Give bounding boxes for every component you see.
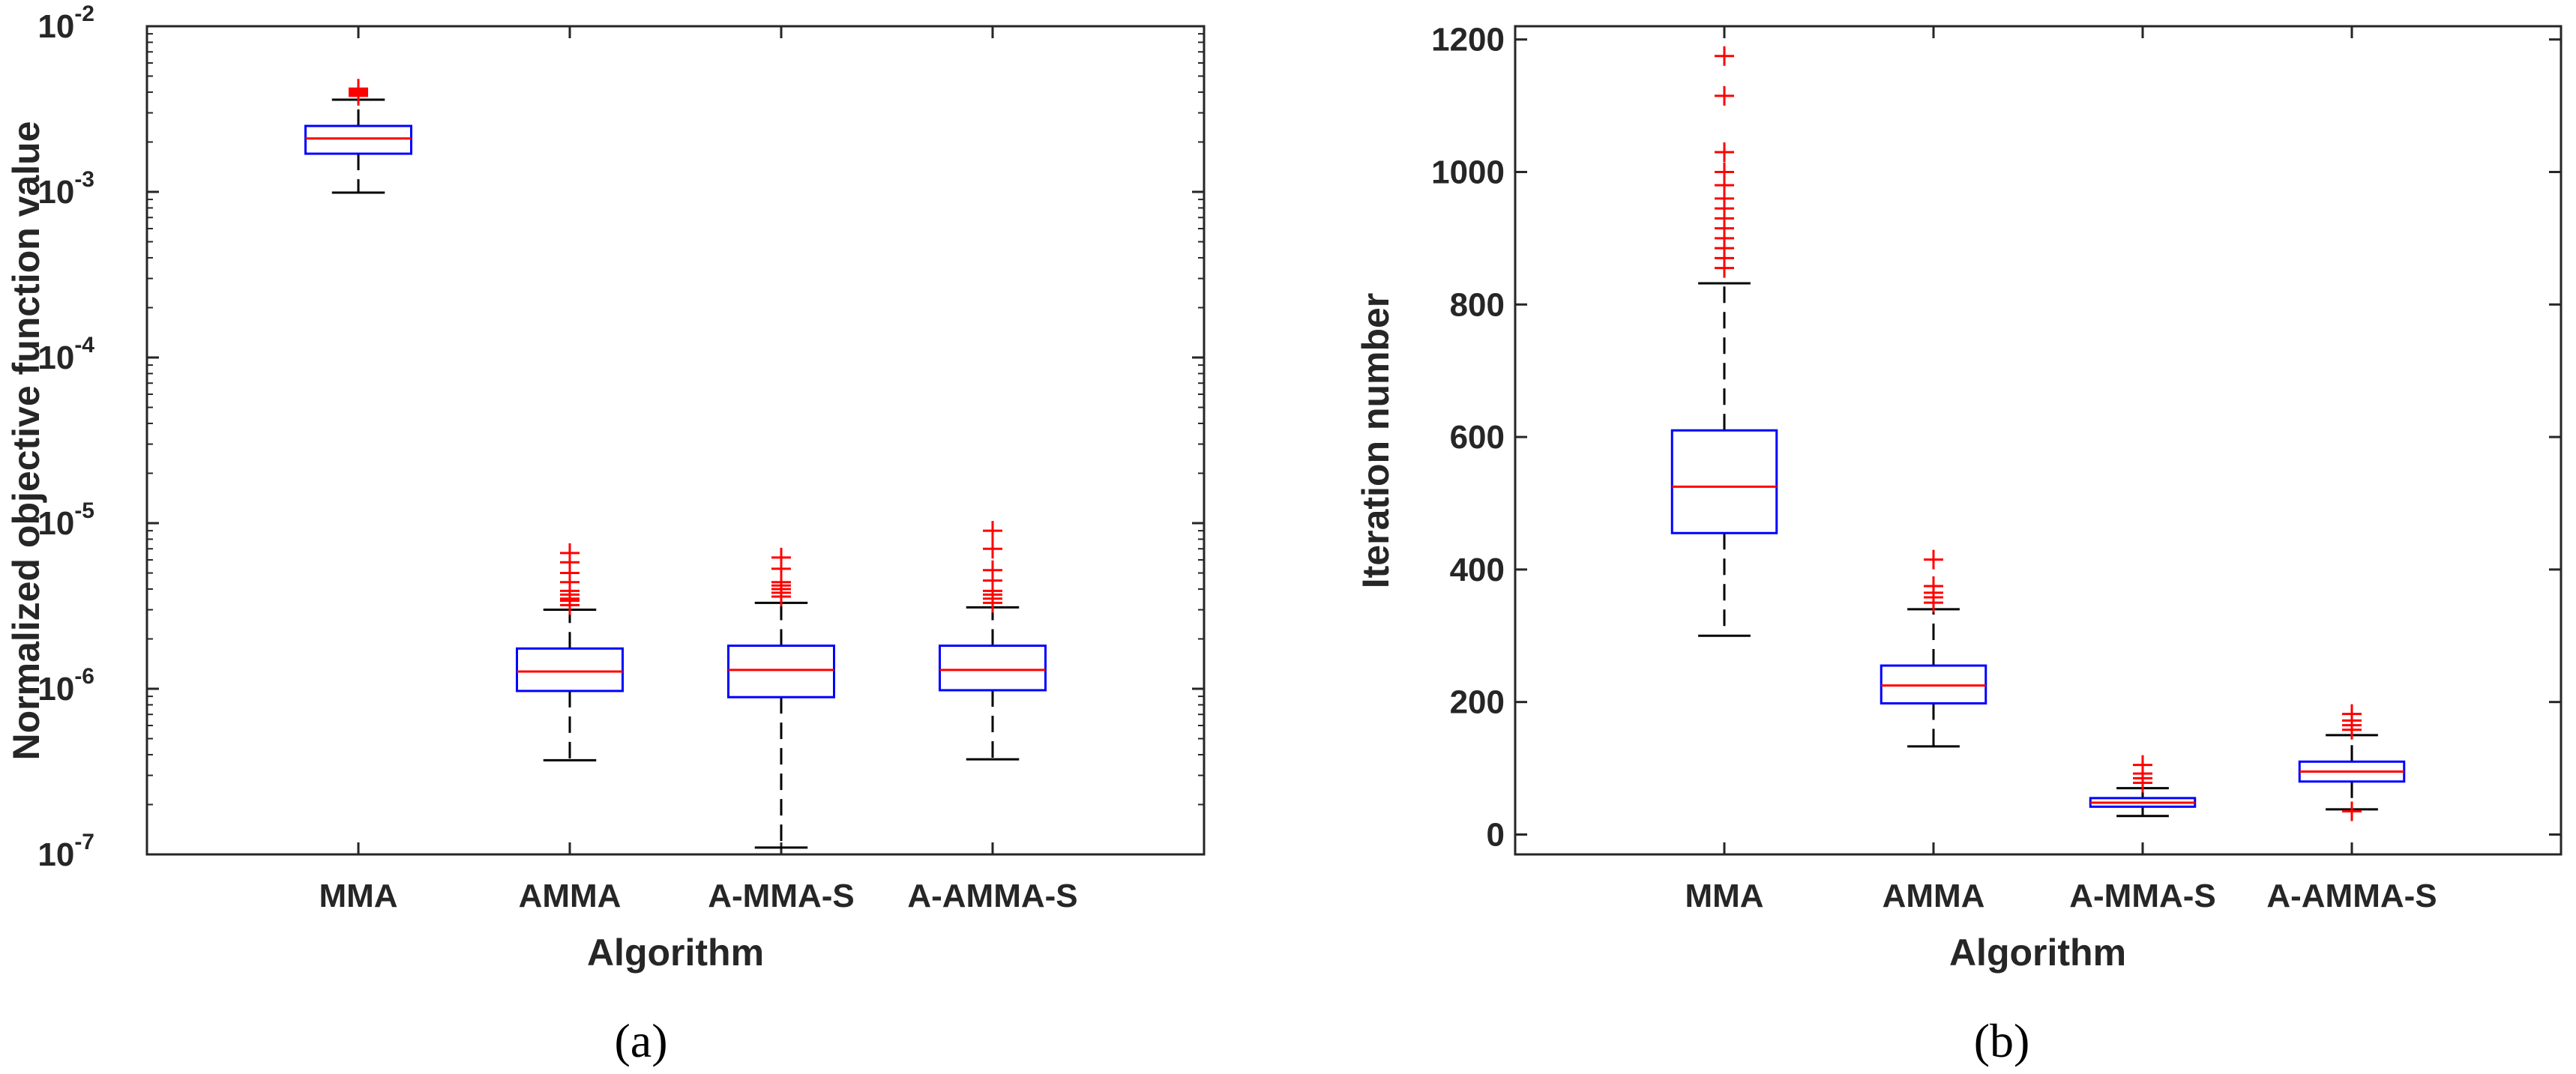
iqr-box <box>727 645 835 699</box>
panel-a-frame <box>145 25 1206 856</box>
iqr-box <box>939 645 1047 692</box>
y-tick-base: 10 <box>37 174 74 211</box>
panel-b-frame <box>1514 25 2563 856</box>
iqr-box <box>1670 429 1778 534</box>
panel-b-ticks: 0 200 400 600 800 1000 1200 MMA AMMA A-MMA-S A-AMM… <box>1431 22 2561 914</box>
panel-b: 0 200 400 600 800 1000 1200 MMA AMMA A-MMA-S A-AMM… <box>1355 22 2563 1067</box>
panel-b-xlabel: Algorithm <box>1949 932 2126 974</box>
panel-b-ylabel: Iteration number <box>1355 293 1397 588</box>
y-tick-label: 10-6 <box>37 664 94 708</box>
outlier-marker <box>1924 549 1943 570</box>
y-tick-label: 10-3 <box>37 167 94 211</box>
y-tick-label: 0 <box>1487 816 1505 853</box>
outlier-marker <box>1924 576 1943 596</box>
outlier-marker <box>349 79 368 99</box>
x-tick-label: AMMA <box>519 878 622 914</box>
y-tick-exponent: -5 <box>74 498 94 523</box>
box-a-amma-s <box>939 521 1047 761</box>
y-tick-label: 400 <box>1450 552 1505 588</box>
y-tick-label: 200 <box>1450 684 1505 721</box>
box-amma <box>516 543 624 761</box>
panel-a-caption: (a) <box>614 1014 667 1067</box>
outlier-marker <box>2133 755 2152 775</box>
outlier-marker <box>983 560 1002 580</box>
y-tick-label: 10-5 <box>37 498 94 542</box>
y-tick-label: 10-7 <box>37 830 94 873</box>
x-tick-label: A-AMMA-S <box>907 878 1077 914</box>
y-tick-exponent: -4 <box>74 333 94 358</box>
y-tick-label: 10-2 <box>37 1 94 45</box>
panel-a-xlabel: Algorithm <box>587 932 764 974</box>
y-tick-label: 600 <box>1450 419 1505 456</box>
box-a-amma-s <box>2298 704 2406 821</box>
x-tick-label: A-MMA-S <box>2069 878 2216 914</box>
box-mma <box>304 79 412 194</box>
box-a-mma-s <box>727 547 835 849</box>
outlier-marker <box>983 521 1002 541</box>
y-tick-label: 10-4 <box>37 333 94 376</box>
y-tick-base: 10 <box>37 671 74 708</box>
y-tick-base: 10 <box>37 836 74 873</box>
iqr-box <box>304 124 412 155</box>
y-tick-exponent: -7 <box>74 830 94 854</box>
y-tick-label: 1000 <box>1431 154 1505 190</box>
outlier-marker <box>983 539 1002 559</box>
outlier-marker <box>1715 162 1734 182</box>
outlier-marker <box>1715 85 1734 106</box>
y-tick-exponent: -3 <box>74 167 94 192</box>
y-tick-label: 1200 <box>1431 22 1505 58</box>
x-tick-label: MMA <box>319 878 397 914</box>
outlier-marker <box>771 547 791 567</box>
outlier-marker <box>560 543 580 563</box>
x-tick-label: AMMA <box>1883 878 1985 914</box>
y-tick-exponent: -2 <box>74 1 94 26</box>
outlier-marker <box>1715 142 1734 162</box>
y-tick-base: 10 <box>37 505 74 542</box>
y-tick-base: 10 <box>37 340 74 376</box>
outlier-marker <box>1715 46 1734 66</box>
panel-b-caption: (b) <box>1974 1014 2030 1067</box>
y-tick-exponent: -6 <box>74 664 94 689</box>
box-a-mma-s <box>2089 755 2197 818</box>
box-mma <box>1670 46 1778 637</box>
box-amma <box>1880 549 1987 748</box>
panel-a-boxes <box>304 79 1047 849</box>
outlier-marker <box>2342 704 2362 724</box>
iqr-box <box>516 647 624 693</box>
panel-b-boxes <box>1670 46 2406 821</box>
panel-a-ylabel: Normalized objective function value <box>5 121 47 761</box>
outlier-marker <box>2342 801 2362 821</box>
x-tick-label: MMA <box>1685 878 1763 914</box>
x-tick-label: A-AMMA-S <box>2266 878 2437 914</box>
x-tick-label: A-MMA-S <box>708 878 855 914</box>
y-tick-label: 800 <box>1450 286 1505 323</box>
y-tick-base: 10 <box>37 8 74 45</box>
